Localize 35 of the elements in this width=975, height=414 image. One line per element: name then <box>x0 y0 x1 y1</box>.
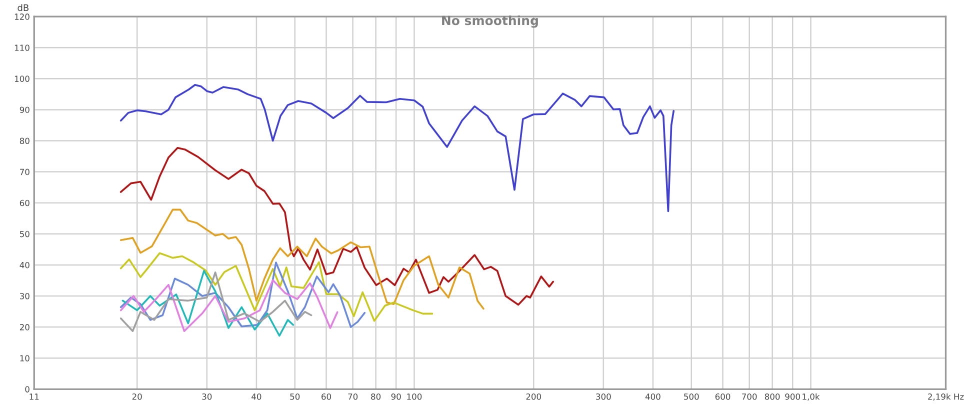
x-tick-label: 60 <box>322 393 332 400</box>
y-tick-label: 10 <box>20 355 30 362</box>
y-tick-label: 40 <box>20 262 30 268</box>
x-tick-label: 300 <box>596 393 611 400</box>
x-tick-label: 1,0k <box>802 393 820 401</box>
x-tick-label: 50 <box>290 393 300 400</box>
x-tick-label: 90 <box>391 393 401 400</box>
y-tick-label: 50 <box>20 230 30 238</box>
x-tick-label: 900 <box>785 393 800 400</box>
chart-title: No smoothing <box>442 15 538 28</box>
y-tick-label: 60 <box>20 200 30 206</box>
y-tick-label: 30 <box>20 292 30 300</box>
x-tick-label: 70 <box>348 393 358 400</box>
y-axis-title: dB <box>18 4 29 12</box>
x-tick-label: 100 <box>407 393 422 400</box>
y-tick-label: 80 <box>20 138 30 144</box>
y-tick-label: 100 <box>14 76 30 82</box>
y-tick-label: 0 <box>25 386 30 392</box>
x-tick-label: 500 <box>684 393 699 400</box>
x-tick-label: 2,19k Hz <box>928 393 964 401</box>
y-tick-label: 90 <box>20 106 30 113</box>
x-tick-label: 80 <box>371 393 381 400</box>
x-tick-label: 40 <box>252 393 262 400</box>
x-tick-label: 800 <box>764 393 780 400</box>
x-tick-label: 700 <box>742 393 757 400</box>
x-tick-label: 600 <box>715 393 730 400</box>
y-tick-label: 110 <box>14 44 30 51</box>
x-tick-label: 400 <box>645 393 660 400</box>
x-tick-label: 11 <box>30 394 39 400</box>
y-tick-label: 70 <box>20 168 30 176</box>
x-tick-label: 20 <box>132 393 142 400</box>
y-tick-label: 120 <box>14 14 30 20</box>
x-tick-label: 200 <box>526 393 541 400</box>
x-tick-label: 30 <box>202 393 212 400</box>
y-tick-label: 20 <box>20 324 30 330</box>
